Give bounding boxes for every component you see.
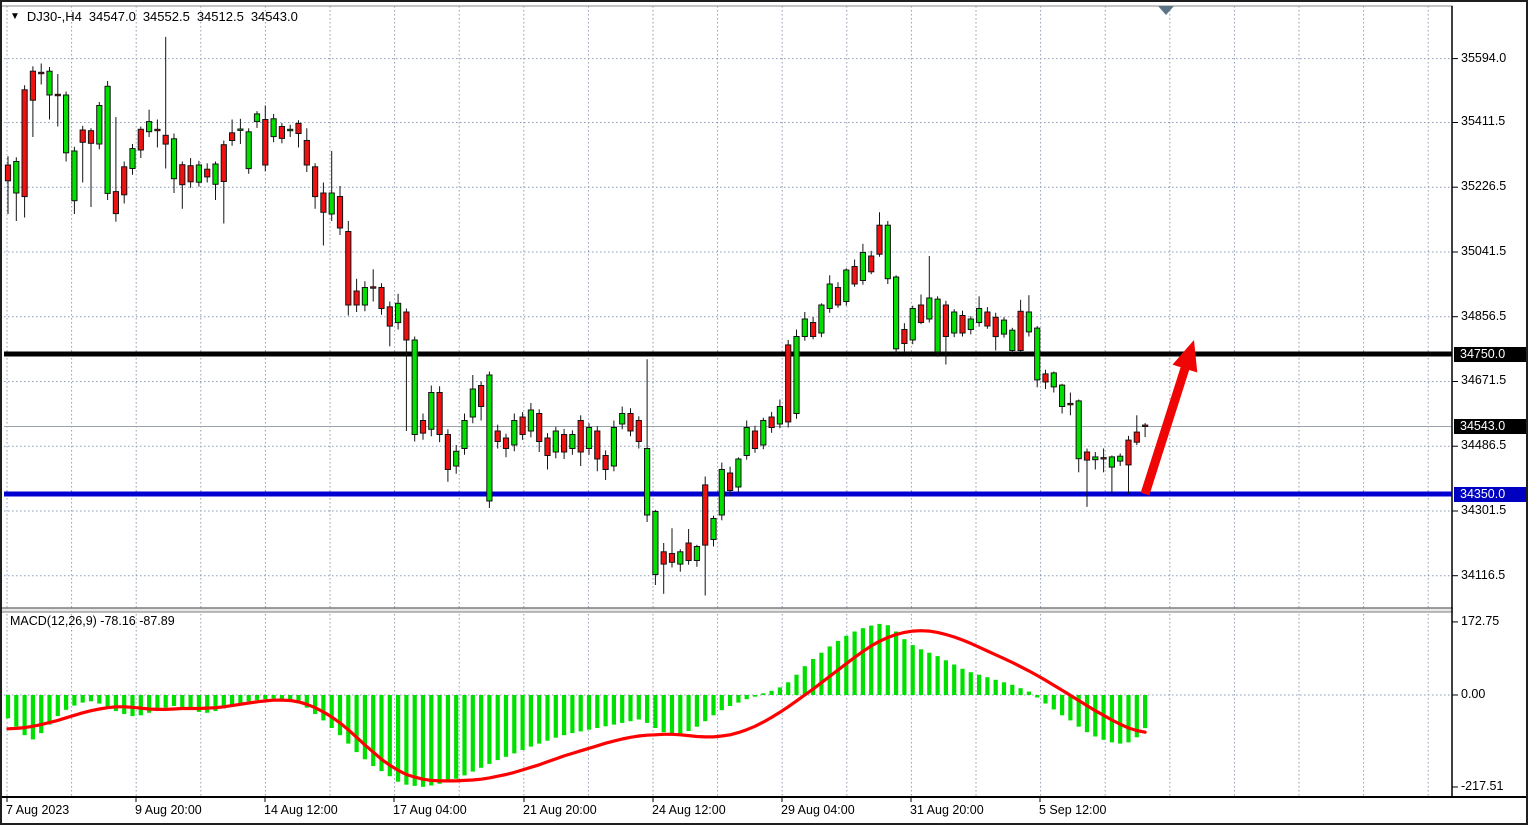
macd-axis-label: -217.51 — [1461, 779, 1504, 793]
title-close-value: 34543.0 — [250, 9, 298, 24]
time-axis-label: 5 Sep 12:00 — [1039, 803, 1107, 817]
price-axis-label: 34671.5 — [1461, 373, 1507, 388]
price-axis-label: 35041.5 — [1461, 243, 1507, 258]
price-axis-label: 34856.5 — [1461, 308, 1507, 323]
macd-histogram — [5, 623, 1148, 787]
macd-axis-label: 172.75 — [1461, 613, 1500, 628]
candles-layer — [4, 36, 1149, 596]
symbol-period-label: DJ30-,H4 — [26, 9, 82, 24]
price-axis-label: 34116.5 — [1461, 567, 1506, 582]
time-axis-label: 17 Aug 04:00 — [393, 803, 467, 817]
price-axis-label: 35411.5 — [1461, 114, 1506, 129]
time-axis-label: 29 Aug 04:00 — [781, 803, 855, 817]
macd-signal-line — [6, 629, 1147, 783]
price-axis-label: 34301.5 — [1461, 502, 1507, 517]
price-axis-label: 34486.5 — [1461, 438, 1507, 453]
time-axis-label: 7 Aug 2023 — [6, 803, 70, 817]
price-badge: 34750.0 — [1454, 346, 1526, 362]
chart-title: ▼ DJ30-,H4 34547.0 34552.5 34512.5 34543… — [10, 9, 298, 24]
time-axis-label: 21 Aug 20:00 — [523, 803, 597, 817]
price-badge: 34350.0 — [1454, 486, 1526, 502]
grid-layer — [4, 6, 1452, 797]
time-axis-label: 14 Aug 12:00 — [264, 803, 338, 817]
indicator-label: MACD(12,26,9) -78.16 -87.89 — [10, 614, 175, 628]
title-high-value: 34552.5 — [142, 9, 190, 24]
price-axis-label: 35594.0 — [1461, 50, 1507, 65]
time-axis-label: 9 Aug 20:00 — [135, 803, 202, 817]
time-axis-label: 31 Aug 20:00 — [910, 803, 984, 817]
title-low-value: 34512.5 — [196, 9, 244, 24]
symbol-dropdown-icon[interactable]: ▼ — [10, 11, 20, 22]
price-axis-label: 35226.5 — [1461, 179, 1507, 194]
title-open-value: 34547.0 — [88, 9, 136, 24]
panel-separator[interactable] — [2, 608, 1528, 612]
macd-axis-label: 0.00 — [1461, 687, 1486, 701]
trend-arrow[interactable] — [1140, 340, 1198, 496]
time-axis-label: 24 Aug 12:00 — [652, 803, 726, 817]
scroll-to-end-marker-icon[interactable] — [1158, 6, 1174, 15]
price-badge: 34543.0 — [1454, 418, 1526, 434]
